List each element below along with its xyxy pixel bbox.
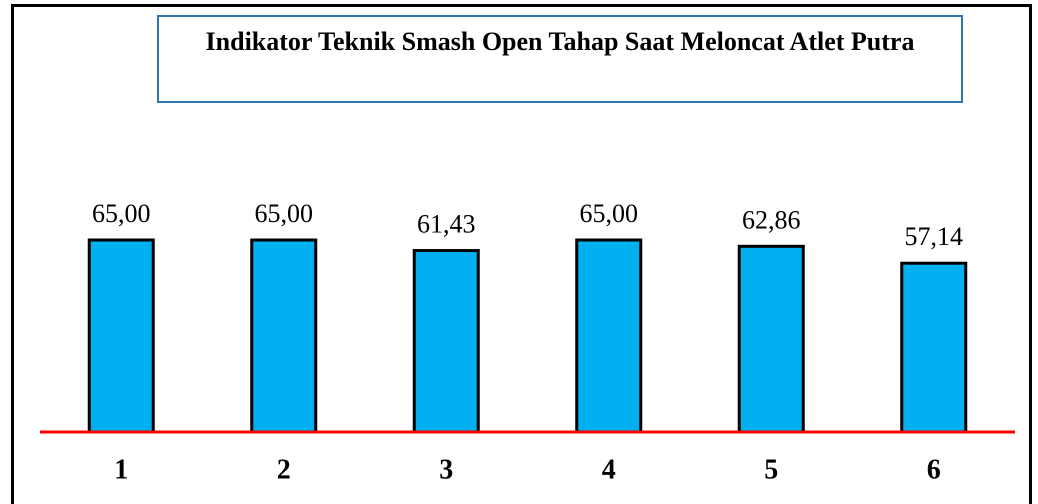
x-tick-label: 2: [277, 454, 291, 485]
x-tick-label: 4: [602, 454, 616, 485]
value-label: 65,00: [580, 199, 639, 228]
chart-title: Indikator Teknik Smash Open Tahap Saat M…: [157, 15, 963, 103]
x-tick-label: 5: [764, 454, 778, 485]
bar: [737, 244, 805, 434]
bar: [250, 238, 318, 434]
chart-frame: [11, 4, 1032, 504]
x-tick-label: 3: [439, 454, 453, 485]
bar: [900, 261, 968, 434]
bar: [575, 238, 643, 434]
value-label: 62,86: [742, 205, 801, 234]
bar: [412, 249, 480, 434]
value-label: 61,43: [417, 210, 476, 239]
value-label: 65,00: [255, 199, 314, 228]
value-label: 57,14: [905, 222, 964, 251]
bar: [87, 238, 155, 434]
x-tick-label: 1: [114, 454, 128, 485]
x-tick-label: 6: [927, 454, 941, 485]
value-label: 65,00: [92, 199, 151, 228]
